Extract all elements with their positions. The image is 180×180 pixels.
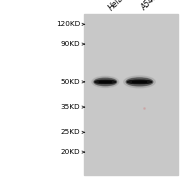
Bar (84, 14, 178, 175)
Text: A549: A549 (140, 0, 160, 13)
Ellipse shape (92, 76, 119, 87)
Ellipse shape (95, 80, 116, 84)
Ellipse shape (127, 80, 152, 84)
Text: 120KD: 120KD (56, 21, 80, 27)
Text: 20KD: 20KD (60, 149, 80, 155)
Ellipse shape (124, 76, 155, 88)
Text: 50KD: 50KD (60, 79, 80, 85)
Text: 25KD: 25KD (60, 129, 80, 135)
Text: 90KD: 90KD (60, 41, 80, 47)
Ellipse shape (132, 81, 147, 83)
Text: 35KD: 35KD (60, 104, 80, 110)
Ellipse shape (94, 78, 117, 86)
Ellipse shape (126, 78, 153, 86)
Text: Hela: Hela (107, 0, 126, 13)
Ellipse shape (99, 81, 111, 82)
